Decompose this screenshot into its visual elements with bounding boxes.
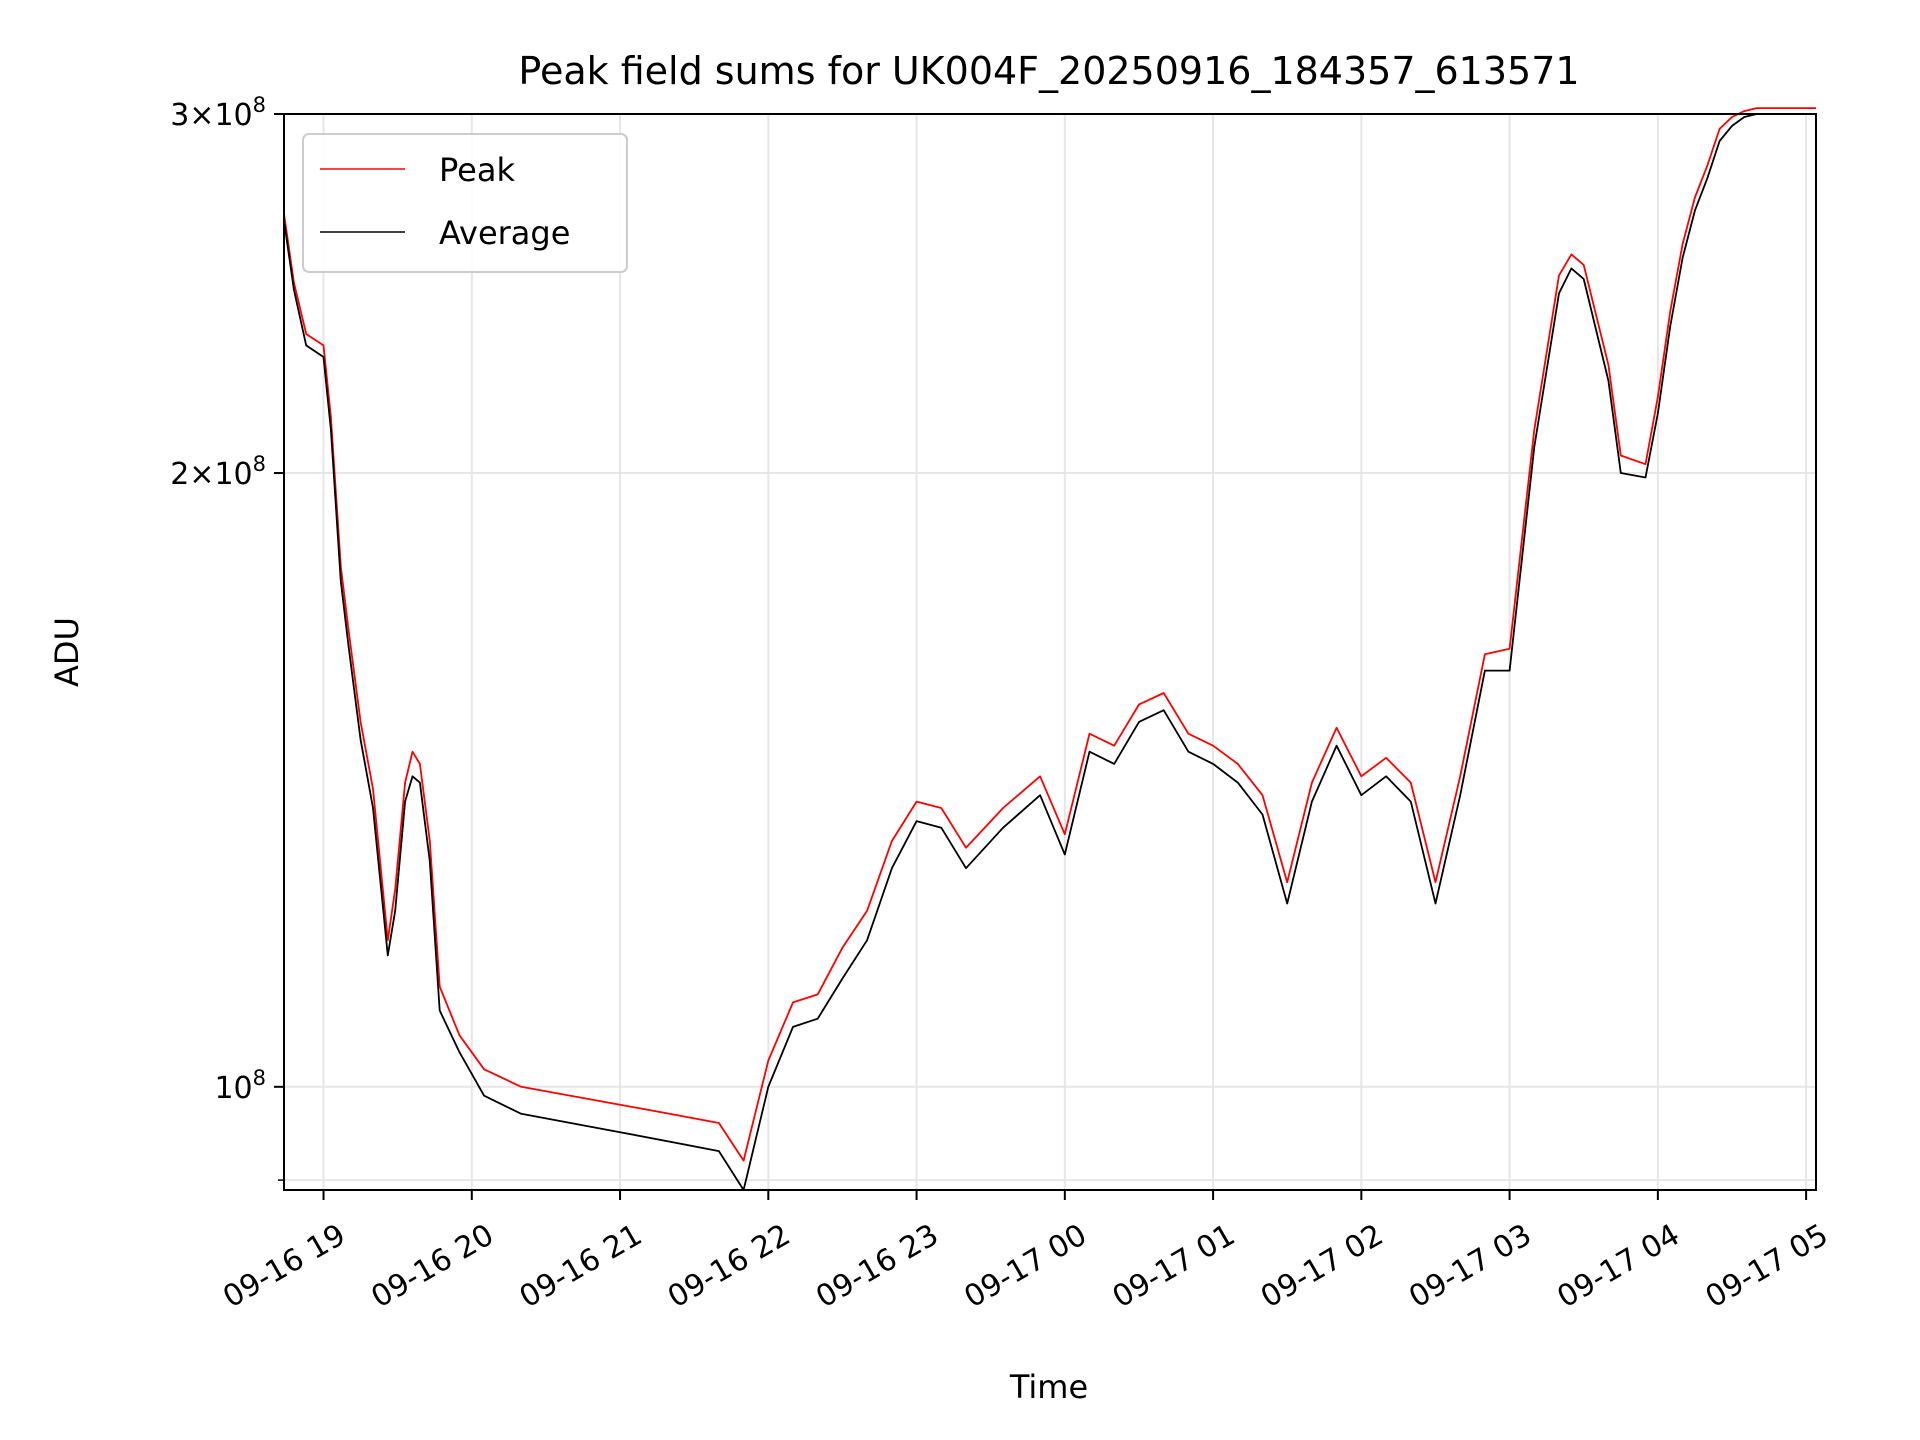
y-tick-label: 108 xyxy=(214,1066,266,1106)
y-axis: 108 2×108 3×108 xyxy=(170,93,284,1181)
chart-title: Peak field sums for UK004F_20250916_1843… xyxy=(518,49,1579,93)
legend-label-peak: Peak xyxy=(439,151,515,189)
y-axis-label: ADU xyxy=(48,617,86,687)
y-tick-label: 2×108 xyxy=(170,452,266,492)
plot-frame xyxy=(283,113,1817,1191)
y-tick-label: 3×108 xyxy=(170,93,266,133)
legend: Peak Average xyxy=(302,133,628,273)
gridlines xyxy=(284,113,1816,1190)
series-lines xyxy=(283,107,1816,1191)
legend-label-average: Average xyxy=(439,214,570,252)
x-axis-label: Time xyxy=(1009,1368,1088,1406)
series-line-peak xyxy=(283,107,1816,1162)
plot-area xyxy=(284,114,1816,1190)
series-line-average xyxy=(283,113,1816,1191)
